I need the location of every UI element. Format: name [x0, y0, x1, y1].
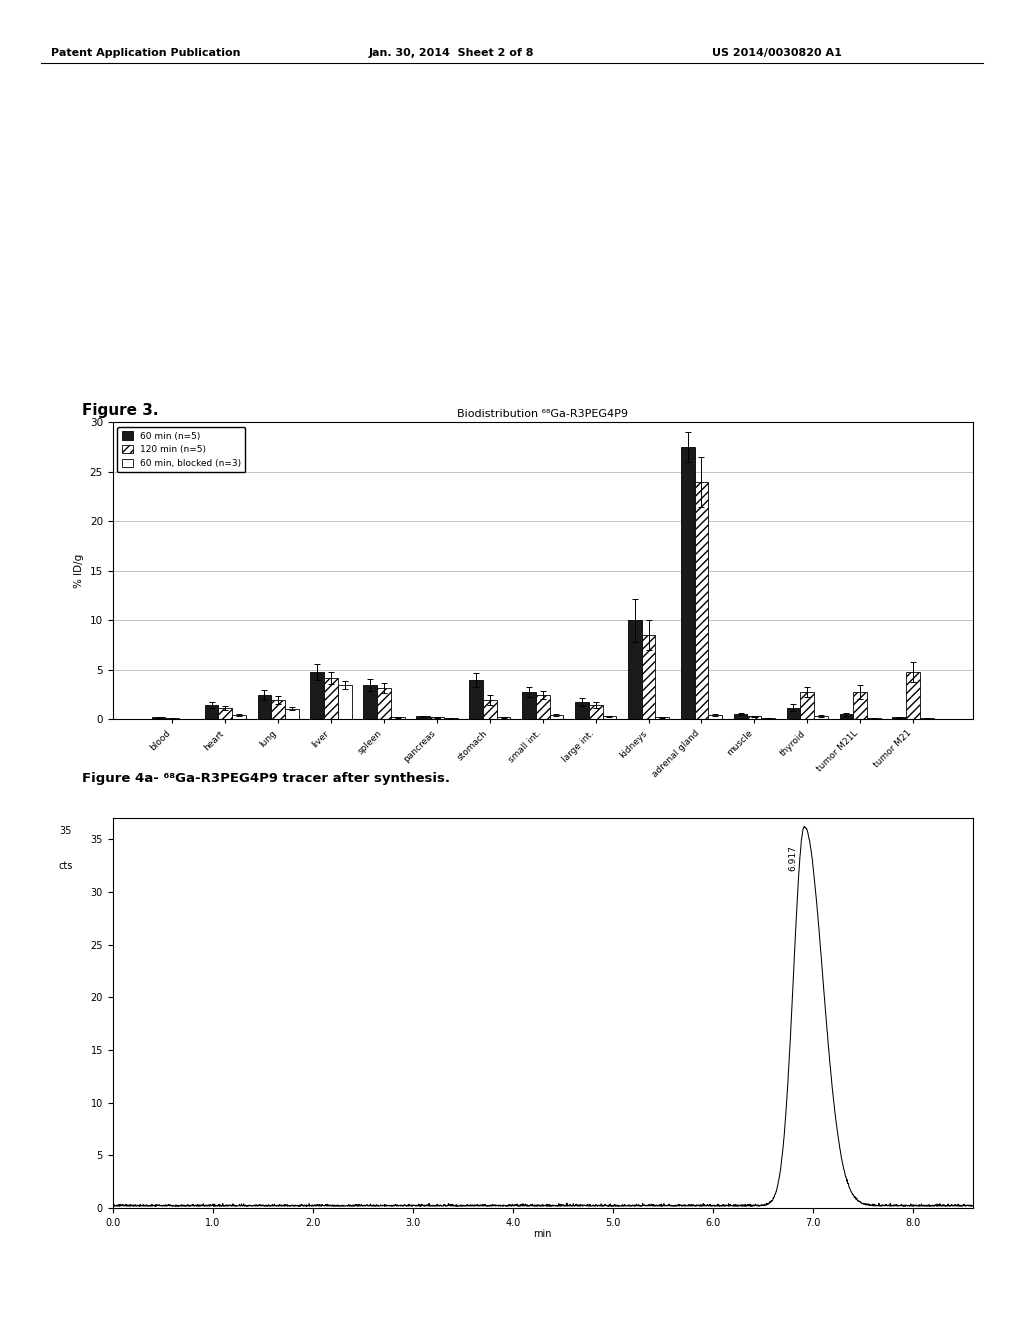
Bar — [285, 709, 299, 719]
Bar — [430, 718, 443, 719]
Bar — [628, 620, 642, 719]
Bar — [218, 708, 232, 719]
Bar — [271, 700, 285, 719]
Bar — [642, 635, 655, 719]
Bar — [893, 718, 906, 719]
Bar — [655, 718, 669, 719]
Text: Patent Application Publication: Patent Application Publication — [51, 48, 241, 58]
Bar — [575, 702, 589, 719]
Bar — [602, 717, 616, 719]
Bar — [589, 705, 602, 719]
Text: 6.917: 6.917 — [788, 845, 798, 871]
Legend: 60 min (n=5), 120 min (n=5), 60 min, blocked (n=3): 60 min (n=5), 120 min (n=5), 60 min, blo… — [117, 426, 246, 473]
Bar — [550, 715, 563, 719]
Bar — [497, 718, 510, 719]
Bar — [906, 672, 920, 719]
Bar — [694, 482, 709, 719]
Bar — [840, 714, 853, 719]
Bar — [152, 718, 166, 719]
Bar — [748, 717, 761, 719]
Bar — [681, 447, 694, 719]
Bar — [853, 692, 867, 719]
Bar — [417, 717, 430, 719]
Bar — [801, 692, 814, 719]
Bar — [786, 708, 801, 719]
Bar — [364, 685, 377, 719]
Y-axis label: % ID/g: % ID/g — [74, 554, 84, 587]
Bar — [258, 694, 271, 719]
Bar — [709, 715, 722, 719]
Bar — [522, 692, 536, 719]
Text: 35: 35 — [59, 826, 72, 836]
Bar — [469, 680, 483, 719]
Text: Jan. 30, 2014  Sheet 2 of 8: Jan. 30, 2014 Sheet 2 of 8 — [369, 48, 535, 58]
Bar — [232, 715, 246, 719]
Text: Figure 4a- ⁶⁸Ga-R3PEG4P9 tracer after synthesis.: Figure 4a- ⁶⁸Ga-R3PEG4P9 tracer after sy… — [82, 772, 450, 785]
Bar — [377, 688, 391, 719]
Bar — [338, 685, 351, 719]
Bar — [325, 678, 338, 719]
Bar — [536, 694, 550, 719]
Bar — [205, 705, 218, 719]
Bar — [391, 718, 404, 719]
Bar — [761, 718, 775, 719]
Bar — [483, 700, 497, 719]
Bar — [310, 672, 325, 719]
Text: Figure 3.: Figure 3. — [82, 403, 159, 417]
Text: US 2014/0030820 A1: US 2014/0030820 A1 — [712, 48, 842, 58]
X-axis label: min: min — [534, 1229, 552, 1239]
Title: Biodistribution ⁶⁸Ga-R3PEG4P9: Biodistribution ⁶⁸Ga-R3PEG4P9 — [458, 409, 628, 418]
Text: cts: cts — [58, 861, 73, 871]
Bar — [734, 714, 748, 719]
Bar — [814, 717, 827, 719]
